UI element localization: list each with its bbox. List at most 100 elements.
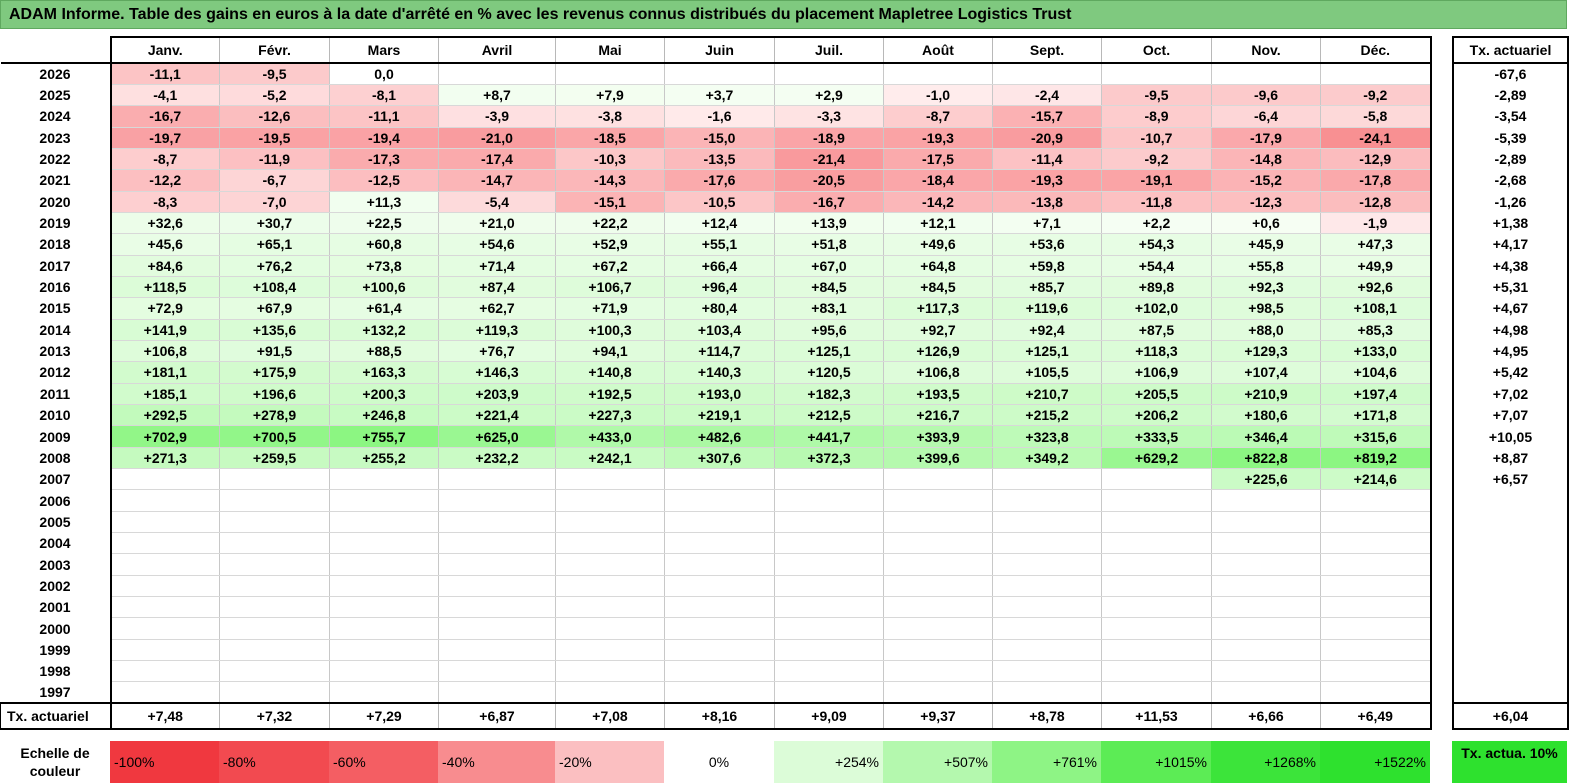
year-row: 2010 +292,5 +278,9 +246,8 +221,4 +227,3 +219,1… <box>1 404 1432 427</box>
gain-cell <box>1211 511 1321 534</box>
color-scale-swatch: -40% <box>438 741 555 783</box>
gain-cell: +333,5 <box>1101 425 1212 448</box>
gain-cell: +206,2 <box>1101 404 1212 427</box>
gain-cell <box>1320 575 1432 598</box>
gain-cell: +87,5 <box>1101 319 1212 341</box>
gain-cell <box>774 660 884 683</box>
year-label: 2013 <box>39 343 71 360</box>
gain-cell: +71,4 <box>438 255 556 277</box>
gain-cell <box>1101 681 1212 704</box>
gain-cell <box>438 489 556 512</box>
gain-cell <box>883 63 993 85</box>
color-scale-swatch: -80% <box>219 741 329 783</box>
footer-rate-cell: +6,66 <box>1211 702 1321 731</box>
gain-cell <box>109 489 220 512</box>
footer-row: Tx. actuariel +7,48 +7,32 +7,29 +6,87 +7,08 +8… <box>0 702 1432 731</box>
gain-cell <box>1101 511 1212 534</box>
gain-cell: -14,8 <box>1211 148 1321 171</box>
gain-cell: +133,0 <box>1320 340 1432 363</box>
gain-cell: +104,6 <box>1320 361 1432 384</box>
gain-cell: -17,4 <box>438 148 556 171</box>
gain-cell: +393,9 <box>883 425 993 448</box>
gain-cell <box>1101 553 1212 576</box>
gain-cell: +125,1 <box>992 340 1102 363</box>
gain-cell <box>109 575 220 598</box>
month-header: Nov. <box>1211 36 1321 64</box>
year-label: 2015 <box>39 300 71 317</box>
gain-cell: +242,1 <box>555 447 665 470</box>
gain-cell: +118,5 <box>109 276 220 299</box>
gain-cell: +175,9 <box>219 361 330 384</box>
gain-cell: +64,8 <box>883 255 993 277</box>
color-scale-swatch: +1015% <box>1101 741 1211 783</box>
month-header: Mars <box>329 36 439 64</box>
gain-cell <box>1320 511 1432 534</box>
gain-cell: +146,3 <box>438 361 556 384</box>
gain-cell: +2,2 <box>1101 212 1212 235</box>
gain-cell: +180,6 <box>1211 404 1321 427</box>
gain-cell <box>1211 489 1321 512</box>
gain-cell: +259,5 <box>219 447 330 470</box>
gain-cell <box>883 553 993 576</box>
gain-cell <box>664 660 775 683</box>
gain-cell: +106,9 <box>1101 361 1212 384</box>
gain-cell: -9,5 <box>1101 84 1212 107</box>
actuarial-rate-cell <box>1452 617 1569 640</box>
gain-cell: +215,2 <box>992 404 1102 427</box>
year-row: 2005 <box>1 511 1432 534</box>
gain-cell: -12,5 <box>329 169 439 192</box>
gain-cell: +129,3 <box>1211 340 1321 363</box>
gain-cell: -14,2 <box>883 191 993 213</box>
month-header: Janv. <box>109 36 220 64</box>
gain-cell: +66,4 <box>664 255 775 277</box>
gain-cell: -19,1 <box>1101 169 1212 192</box>
gain-cell <box>992 660 1102 683</box>
gain-cell: +62,7 <box>438 297 556 320</box>
gain-cell: +214,6 <box>1320 468 1432 491</box>
gain-cell: +49,9 <box>1320 255 1432 277</box>
year-row: 1999 <box>1 639 1432 662</box>
gain-cell: +65,1 <box>219 233 330 256</box>
gain-cell: -10,7 <box>1101 127 1212 149</box>
gain-cell: -19,3 <box>883 127 993 149</box>
actuarial-rate-cell: +7,02 <box>1452 383 1569 405</box>
year-label: 2014 <box>39 321 71 338</box>
gain-cell: +45,6 <box>109 233 220 256</box>
year-row: 2017 +84,6 +76,2 +73,8 +71,4 +67,2 +66,4 +67,0 +… <box>1 255 1432 277</box>
gain-cell <box>774 596 884 619</box>
gain-cell <box>219 553 330 576</box>
gain-cell <box>555 553 665 576</box>
gain-cell: +629,2 <box>1101 447 1212 470</box>
gain-cell: +200,3 <box>329 383 439 406</box>
gain-cell <box>1101 489 1212 512</box>
year-row: 2002 <box>1 575 1432 598</box>
gain-cell: +349,2 <box>992 447 1102 470</box>
gain-cell: +197,4 <box>1320 383 1432 406</box>
gain-cell <box>992 553 1102 576</box>
gain-cell: -8,1 <box>329 84 439 107</box>
gain-cell <box>438 660 556 683</box>
gain-cell: +71,9 <box>555 297 665 320</box>
footer-rate-cell: +7,29 <box>329 702 439 731</box>
gain-cell <box>1101 596 1212 619</box>
color-scale-swatch: 0% <box>664 741 774 783</box>
gain-cell: +106,7 <box>555 276 665 299</box>
gain-cell <box>774 575 884 598</box>
gain-cell <box>992 617 1102 640</box>
gain-cell: -12,8 <box>1320 191 1432 213</box>
gain-cell: +210,9 <box>1211 383 1321 406</box>
year-row: 2025 -4,1 -5,2 -8,1 +8,7 +7,9 +3,7 +2,9 -1,0 -2,4… <box>1 84 1432 107</box>
gain-cell <box>438 553 556 576</box>
gain-cell <box>1101 532 1212 555</box>
gain-cell: +292,5 <box>109 404 220 427</box>
actuarial-rate-cell: +4,38 <box>1452 255 1569 277</box>
gain-cell: +76,2 <box>219 255 330 277</box>
gain-cell: -11,4 <box>992 148 1102 171</box>
gain-cell: +83,1 <box>774 297 884 320</box>
year-row: 2023 -19,7 -19,5 -19,4 -21,0 -18,5 -15,0 -18,9-… <box>1 127 1432 149</box>
gain-cell <box>664 468 775 491</box>
gain-cell <box>774 468 884 491</box>
gain-cell <box>992 639 1102 662</box>
actuarial-rate-cell <box>1452 532 1569 554</box>
year-label: 2000 <box>39 620 71 637</box>
